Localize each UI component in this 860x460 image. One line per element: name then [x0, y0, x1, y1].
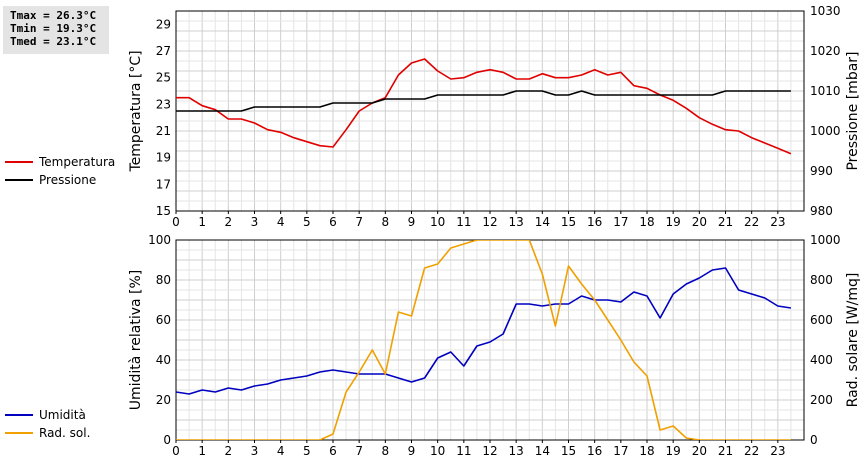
chart2-ylabel: Umidità relativa [%]: [128, 270, 144, 411]
chart2-xtick-label: 16: [587, 444, 602, 458]
chart2-xtick-label: 2: [225, 444, 233, 458]
chart2-xtick-label: 3: [251, 444, 259, 458]
chart1-y2tick-label: 1030: [810, 4, 841, 18]
chart1-xtick-label: 0: [172, 215, 180, 229]
chart1-series-pressione: [176, 90, 791, 112]
chart1-xtick-label: 12: [482, 215, 497, 229]
chart2-ytick-label: 20: [156, 393, 171, 407]
chart1-ytick-label: 21: [156, 124, 171, 138]
chart1-xtick-label: 22: [744, 215, 759, 229]
legend-item-radsol: Rad. sol.: [5, 424, 145, 442]
chart1-xtick-label: 15: [561, 215, 576, 229]
chart1-xtick-label: 19: [666, 215, 681, 229]
legend-swatch-umidita: [5, 414, 33, 416]
legend-label-pressione: Pressione: [39, 173, 97, 187]
chart1-ytick-label: 23: [156, 97, 171, 111]
chart1-xtick-label: 14: [535, 215, 550, 229]
chart1-y2tick-label: 1020: [810, 44, 841, 58]
chart1-xtick-label: 8: [382, 215, 390, 229]
chart2-xtick-label: 12: [482, 444, 497, 458]
chart2-y2tick-label: 1000: [810, 233, 841, 247]
chart2-xtick-label: 22: [744, 444, 759, 458]
chart2-ytick-label: 80: [156, 273, 171, 287]
chart2-xtick-label: 17: [613, 444, 628, 458]
chart1-xtick-label: 4: [277, 215, 285, 229]
chart2-xtick-label: 1: [198, 444, 206, 458]
legend-swatch-radsol: [5, 432, 33, 434]
chart1-xtick-label: 21: [718, 215, 733, 229]
chart1-xtick-label: 7: [355, 215, 363, 229]
chart2-xtick-label: 20: [692, 444, 707, 458]
chart1-xtick-label: 11: [456, 215, 471, 229]
chart2-xtick-label: 8: [382, 444, 390, 458]
chart2-ytick-label: 60: [156, 313, 171, 327]
tmax-label: Tmax = 26.3°C: [10, 9, 97, 22]
chart2-xtick-label: 5: [303, 444, 311, 458]
chart1-xtick-label: 23: [770, 215, 785, 229]
chart1-xtick-label: 17: [613, 215, 628, 229]
legend-label-temperatura: Temperatura: [39, 155, 116, 169]
chart2-xtick-label: 11: [456, 444, 471, 458]
legend-label-umidita: Umidità: [39, 408, 86, 422]
chart1-xtick-label: 6: [329, 215, 337, 229]
chart1-ytick-label: 25: [156, 71, 171, 85]
chart1-xtick-label: 5: [303, 215, 311, 229]
chart1-xtick-label: 13: [509, 215, 524, 229]
chart2-xtick-label: 14: [535, 444, 550, 458]
chart1-ytick-label: 17: [156, 177, 171, 191]
chart2-y2tick-label: 600: [810, 313, 833, 327]
chart2-xtick-label: 9: [408, 444, 416, 458]
chart1-xtick-label: 3: [251, 215, 259, 229]
chart2-y2tick-label: 200: [810, 393, 833, 407]
legend-item-umidita: Umidità: [5, 406, 145, 424]
chart2-xtick-label: 15: [561, 444, 576, 458]
chart2-xtick-label: 13: [509, 444, 524, 458]
chart1-y2tick-label: 1000: [810, 124, 841, 138]
chart1-ytick-label: 15: [156, 204, 171, 218]
legend-label-radsol: Rad. sol.: [39, 426, 91, 440]
chart2-ytick-label: 0: [163, 433, 171, 447]
chart2-ytick-label: 40: [156, 353, 171, 367]
chart1-xtick-label: 18: [639, 215, 654, 229]
tmin-label: Tmin = 19.3°C: [10, 22, 97, 35]
chart1-y2tick-label: 980: [810, 204, 833, 218]
chart1-xtick-label: 10: [430, 215, 445, 229]
chart2-xtick-label: 19: [666, 444, 681, 458]
chart2-xtick-label: 21: [718, 444, 733, 458]
chart2-series-rad-sol: [176, 240, 791, 440]
chart1-xtick-label: 1: [198, 215, 206, 229]
chart1-ylabel: Temperatura [°C]: [128, 50, 144, 172]
chart2-ytick-label: 100: [148, 233, 171, 247]
chart2-y2tick-label: 800: [810, 273, 833, 287]
chart2-xtick-label: 10: [430, 444, 445, 458]
chart2-xtick-label: 4: [277, 444, 285, 458]
chart2-xtick-label: 23: [770, 444, 785, 458]
legend-swatch-temperatura: [5, 161, 33, 163]
chart2-xtick-label: 0: [172, 444, 180, 458]
chart1-xtick-label: 20: [692, 215, 707, 229]
chart2-y2label: Rad. solare [W/mq]: [845, 273, 860, 408]
tmed-label: Tmed = 23.1°C: [10, 35, 97, 48]
chart1-y2tick-label: 1010: [810, 84, 841, 98]
stats-box: Tmax = 26.3°C Tmin = 19.3°C Tmed = 23.1°…: [3, 6, 109, 54]
chart1-y2tick-label: 990: [810, 164, 833, 178]
chart2-y2tick-label: 400: [810, 353, 833, 367]
chart2-y2tick-label: 0: [810, 433, 818, 447]
chart1-y2label: Pressione [mbar]: [845, 51, 860, 170]
chart1-xtick-label: 2: [225, 215, 233, 229]
legend-swatch-pressione: [5, 179, 33, 181]
chart1-xtick-label: 9: [408, 215, 416, 229]
chart2-xtick-label: 18: [639, 444, 654, 458]
chart2-xtick-label: 7: [355, 444, 363, 458]
chart1-ytick-label: 27: [156, 44, 171, 58]
chart1-xtick-label: 16: [587, 215, 602, 229]
chart2-xtick-label: 6: [329, 444, 337, 458]
chart2-series-umidit: [176, 267, 792, 395]
chart1-ytick-label: 29: [156, 17, 171, 31]
chart1-ytick-label: 19: [156, 151, 171, 165]
chart1-series-temperatura: [176, 58, 792, 155]
